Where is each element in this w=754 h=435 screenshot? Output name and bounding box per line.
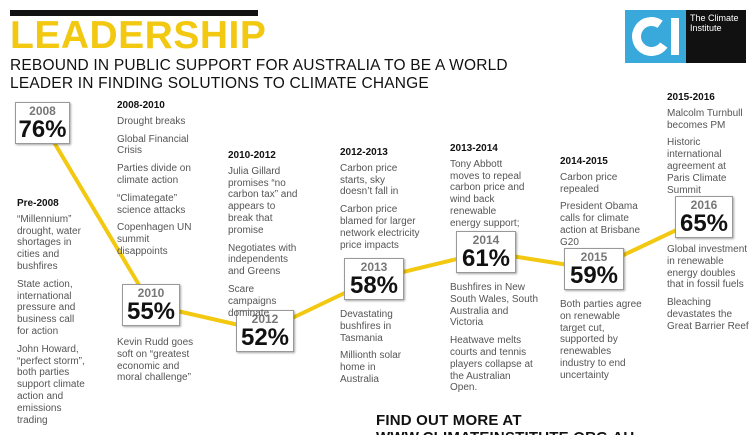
annotation-pre-2008: Pre-2008 “Millennium” drought, water sho… [17,198,85,426]
datapoint-year: 2015 [580,250,608,264]
datapoint-year: 2014 [472,233,500,247]
datapoint-value: 76% [18,116,67,143]
datapoint-year: 2010 [137,286,165,300]
climate-institute-ci-logo-icon [625,10,686,63]
datapoint-year: 2013 [360,260,388,274]
annotation-2008-2010: 2008-2010 Drought breaks Global Financia… [117,100,192,257]
annotation-2010-2012: 2010-2012 Julia Gillard promises “no car… [228,150,298,319]
annotation-2013: Devastating bushfires in Tasmania Millio… [340,309,402,385]
datapoint-value: 55% [126,298,176,325]
climate-institute-logo[interactable]: The Climate Institute [625,10,746,63]
annotation-2015: Both parties agree on renewable target c… [560,299,642,381]
datapoint-year: 2012 [251,312,279,326]
annotation-2013-2014: 2013-2014 Tony Abbott moves to repeal ca… [450,143,525,229]
datapoint-year: 2008 [29,104,56,118]
annotation-2014: Bushfires in New South Wales, South Aust… [450,282,539,394]
datapoint-value: 61% [461,245,511,272]
footer-link[interactable]: FIND OUT MORE AT WWW.CLIMATEINSTITUTE.OR… [376,412,634,435]
annotation-2010: Kevin Rudd goes soft on “greatest econom… [117,337,194,384]
datapoint-2008: 2008 76% [15,102,70,144]
datapoint-year: 2016 [690,198,718,212]
page-title: LEADERSHIP [10,14,267,57]
datapoint-2015: 2015 59% [564,248,624,290]
datapoint-value: 52% [240,324,290,351]
logo-text: The Climate Institute [686,10,746,63]
annotation-2016: Global investment in renewable energy do… [667,244,749,332]
page-subtitle: REBOUND IN PUBLIC SUPPORT FOR AUSTRALIA … [10,57,508,92]
datapoint-2010: 2010 55% [122,284,180,326]
datapoint-2012: 2012 52% [236,310,294,352]
annotation-2015-2016: 2015-2016 Malcolm Turnbull becomes PM Hi… [667,92,743,196]
datapoint-2013: 2013 58% [344,258,404,300]
datapoint-2014: 2014 61% [456,231,516,273]
datapoint-value: 59% [569,262,619,289]
top-bar [10,10,258,16]
datapoint-value: 58% [349,272,399,299]
annotation-2014-2015: 2014-2015 Carbon price repealed Presiden… [560,156,641,248]
datapoint-value: 65% [679,210,729,237]
datapoint-2016: 2016 65% [675,196,733,238]
annotation-2012-2013: 2012-2013 Carbon price starts, sky doesn… [340,147,420,251]
